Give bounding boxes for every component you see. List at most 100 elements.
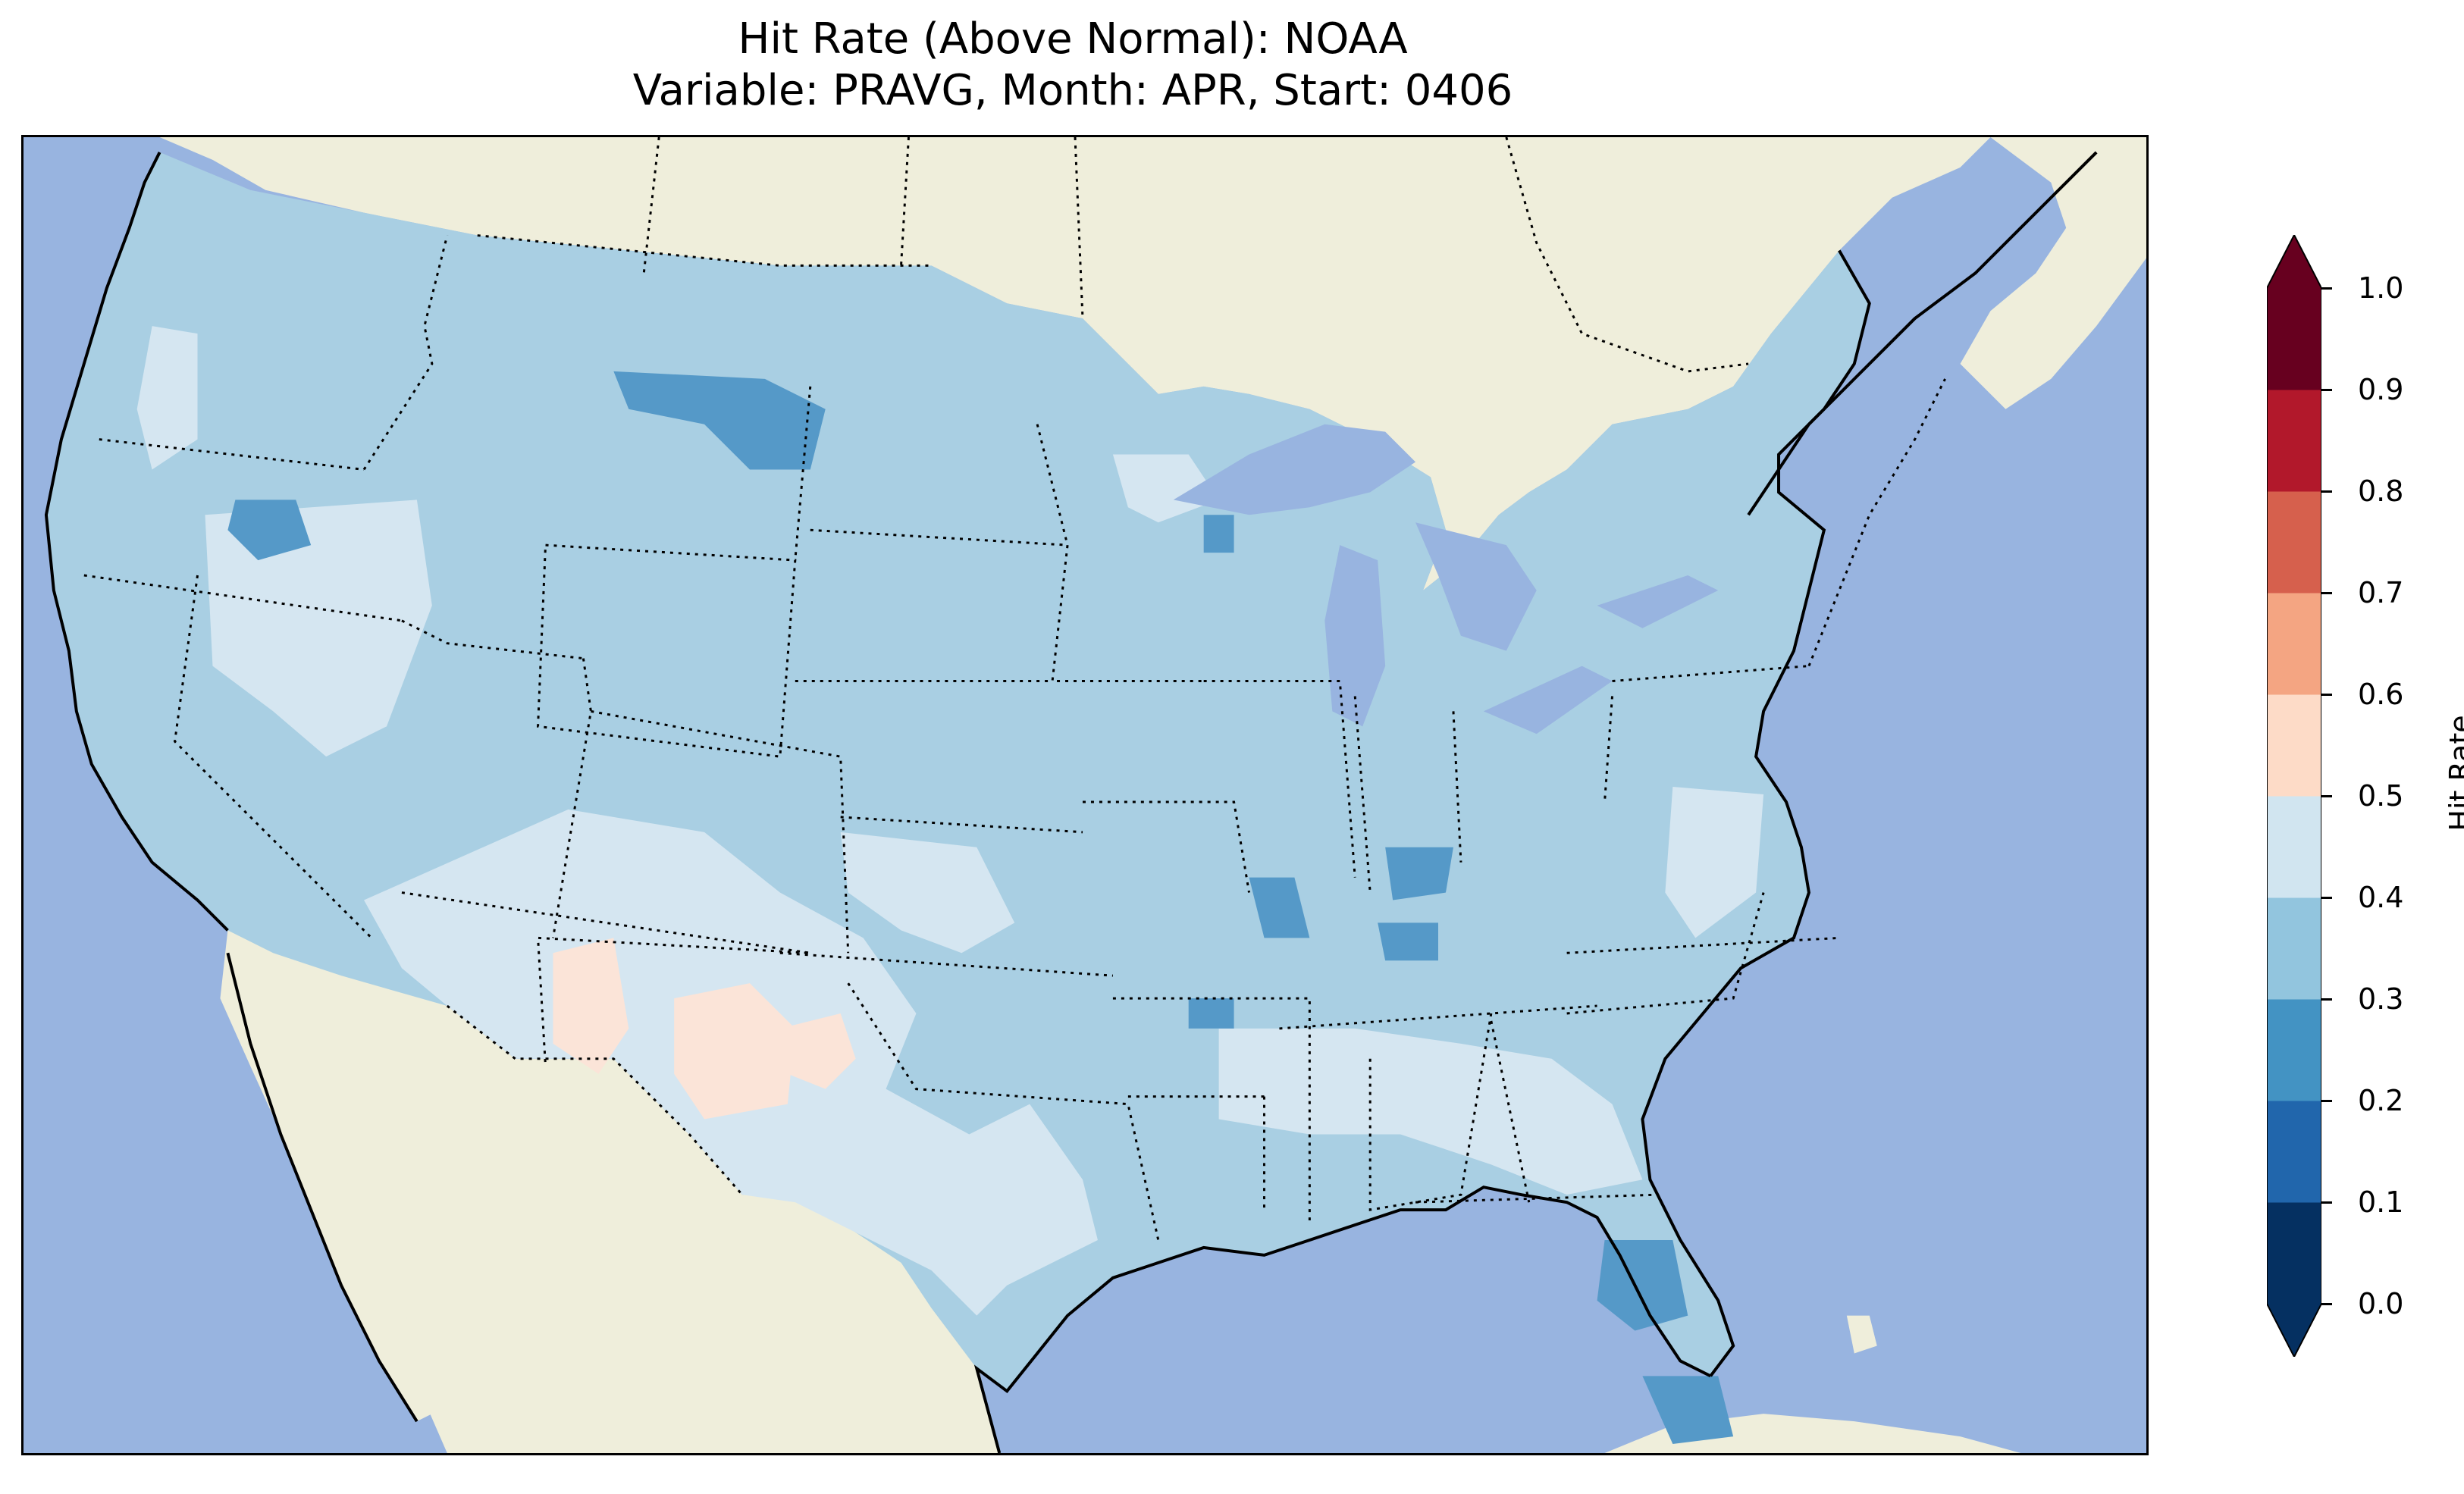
border-tn-ms-al xyxy=(1368,1013,1493,1211)
colorbar-under-extension xyxy=(2267,1304,2321,1357)
map-frame xyxy=(21,135,2149,1455)
border-us-canada xyxy=(477,234,932,267)
border-co-ks xyxy=(591,709,850,954)
border-wi-il xyxy=(1203,680,1356,878)
border-al-ga xyxy=(1490,1020,1531,1203)
colorbar-bin xyxy=(2267,897,2321,1000)
border-nd-sd xyxy=(810,528,1068,547)
colorbar-bin xyxy=(2267,796,2321,898)
border-nc-sc xyxy=(1566,892,1765,1015)
lake-huron xyxy=(1415,522,1537,651)
colorbar-tick-label: 0.2 xyxy=(2358,1084,2404,1117)
colorbar-tick-mark xyxy=(2321,389,2332,391)
colorbar-tick-label: 1.0 xyxy=(2358,271,2404,305)
baja-peninsula xyxy=(227,953,447,1422)
colorbar-tick-mark xyxy=(2321,1201,2332,1204)
border-canada-provinces-1 xyxy=(642,137,660,274)
colorbar xyxy=(2267,235,2321,1357)
colorbar-tick-label: 0.8 xyxy=(2358,475,2404,508)
colorbar-tick-mark xyxy=(2321,287,2332,290)
colorbar-tick-label: 0.1 xyxy=(2358,1185,2404,1219)
state-borders xyxy=(83,137,1946,1241)
border-nv-ca xyxy=(173,575,373,939)
border-ok-tx xyxy=(847,982,1160,1241)
colorbar-tick-mark xyxy=(2321,897,2332,899)
title-line-1: Hit Rate (Above Normal): NOAA xyxy=(738,14,1408,64)
mexico-land xyxy=(220,930,1000,1453)
border-canada-provinces-3 xyxy=(1074,137,1084,319)
region-indiana xyxy=(1385,847,1453,900)
hit-rate-0.5-0.6 xyxy=(553,938,856,1120)
colorbar-bin xyxy=(2267,390,2321,492)
border-id-nv-ut xyxy=(401,619,584,660)
maritime-land xyxy=(1960,137,2146,409)
colorbar-tick-mark xyxy=(2321,490,2332,493)
border-mn xyxy=(1036,424,1204,683)
border-ne-ks xyxy=(840,816,1083,834)
colorbar-over-extension xyxy=(2267,235,2321,288)
border-ut-co xyxy=(552,658,592,938)
canada-land xyxy=(159,137,1991,590)
colorbar-tick-mark xyxy=(2321,694,2332,696)
colorbar-bin xyxy=(2267,1202,2321,1305)
region-new-mexico-b xyxy=(674,983,795,1120)
coastlines xyxy=(44,151,2098,1453)
border-ks-ok xyxy=(779,951,1114,977)
region-north-dakota xyxy=(1112,454,1219,523)
great-lakes xyxy=(1173,424,1719,734)
colorbar-tick-label: 0.0 xyxy=(2358,1287,2404,1320)
colorbar-tick-label: 0.4 xyxy=(2358,881,2404,914)
border-az-ut-nm xyxy=(401,891,810,1066)
region-oregon xyxy=(227,500,312,561)
region-new-mexico-c xyxy=(779,1013,856,1089)
region-kentucky xyxy=(1378,922,1439,961)
colorbar-bin xyxy=(2267,1101,2321,1203)
border-ia-mo xyxy=(1083,800,1251,893)
coastline-pacific xyxy=(44,152,229,932)
lake-ontario xyxy=(1597,575,1719,628)
colorbar-tick-label: 0.9 xyxy=(2358,373,2404,406)
colorbar-bin xyxy=(2267,288,2321,390)
border-in-oh xyxy=(1452,711,1462,863)
region-wisconsin xyxy=(1203,515,1234,553)
hit-rate-map xyxy=(24,137,2146,1453)
colorbar-tick-label: 0.6 xyxy=(2358,678,2404,711)
coastline-st-lawrence xyxy=(1747,151,2098,516)
region-west-texas xyxy=(840,832,1015,954)
title-line-2: Variable: PRAVG, Month: APR, Start: 0406 xyxy=(632,66,1513,115)
region-nw-coast xyxy=(136,326,198,470)
colorbar-tick-label: 0.3 xyxy=(2358,982,2404,1016)
region-arkansas xyxy=(1188,998,1234,1029)
colorbar-bin xyxy=(2267,694,2321,797)
border-ga-fl xyxy=(1415,1193,1658,1204)
border-wa-or xyxy=(99,438,365,471)
region-montana xyxy=(613,371,826,470)
border-va-nc xyxy=(1566,936,1839,954)
colorbar-tick-mark xyxy=(2321,1303,2332,1305)
map-title: Hit Rate (Above Normal): NOAA Variable: … xyxy=(0,14,2146,117)
lake-superior xyxy=(1173,424,1416,515)
coastline-gulf xyxy=(973,1185,1712,1453)
region-new-mexico-a xyxy=(553,938,629,1074)
colorbar-tick-mark xyxy=(2321,592,2332,594)
border-or-ca-nv xyxy=(83,574,403,622)
border-ky-tn xyxy=(1279,1004,1597,1030)
border-us-mexico xyxy=(446,1004,744,1196)
coastline-atlantic xyxy=(1641,249,1871,1377)
border-oh-pa xyxy=(1603,696,1614,803)
colorbar-tick-mark xyxy=(2321,1100,2332,1102)
colorbar-bin xyxy=(2267,491,2321,594)
colorbar-tick-label: 0.7 xyxy=(2358,576,2404,609)
region-great-basin xyxy=(205,500,432,757)
coastline-baja xyxy=(226,952,419,1423)
region-virginia xyxy=(1665,787,1764,938)
region-florida-north xyxy=(1597,1239,1688,1331)
lake-erie xyxy=(1483,666,1613,734)
border-wy xyxy=(536,543,797,758)
colorbar-tick-mark xyxy=(2321,795,2332,797)
colorbar-tick-label: 0.5 xyxy=(2358,779,2404,813)
region-southeast xyxy=(1218,1028,1643,1195)
region-illinois xyxy=(1249,877,1310,938)
colorbar-bin xyxy=(2267,593,2321,695)
bahamas-land xyxy=(1846,1315,1877,1354)
